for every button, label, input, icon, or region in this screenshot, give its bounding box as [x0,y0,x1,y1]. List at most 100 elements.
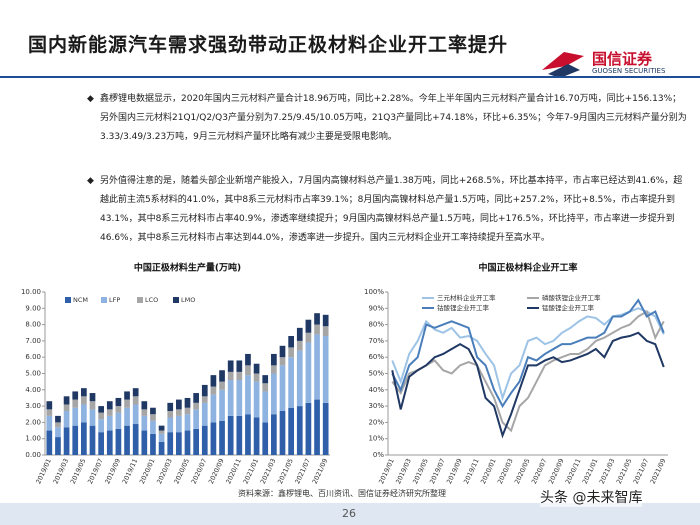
bar-segment [314,313,320,325]
bar-segment [98,432,104,455]
bar-segment [81,422,87,455]
bar-segment [98,412,104,420]
x-tick-label: 2020/11 [224,457,243,485]
bar-segment [46,430,53,455]
bar-segment [262,422,269,455]
bar-segment [253,381,260,418]
bullet-text: 另外值得注意的是，随着头部企业新增产能投入，7月国内高镍材料总产量1.38万吨，… [100,176,683,243]
bar-segment [124,399,130,408]
y-tick-label: 40% [368,386,384,394]
x-tick-label: 2019/07 [86,457,105,485]
bar-segment [245,353,251,366]
x-tick-label: 2020/09 [547,457,566,485]
charts: 中国正极材料生产量(万吨) 0.00 1.00 2.00 3.00 4.00 5.00 6.0… [21,262,668,485]
bar-segment [245,375,251,415]
bar-segment [296,350,303,407]
bar-segment [288,357,294,408]
bar-segment [115,428,122,455]
x-tick-label: 2020/09 [207,457,226,485]
bar-segment [236,360,243,372]
x-tick-label: 2021/01 [242,457,261,485]
bar-segment [279,345,286,358]
bar-segment [46,409,53,416]
logo: 国信证券 GUOSEN SECURITIES [540,48,690,78]
bar-segment [296,327,303,341]
x-tick-label: 2020/05 [172,457,191,485]
bar-segment [176,409,182,416]
bar-segment [158,430,165,434]
bar-segment [55,415,61,423]
y-tick-label: 20% [368,418,384,426]
line-series [391,310,665,433]
bar-segment [219,420,225,455]
bar-segment [262,391,269,423]
x-tick-label: 2019/01 [377,457,396,485]
bar-segment [150,433,156,455]
bar-segment [124,391,130,400]
bar-segment [150,407,156,415]
legend-swatch [101,297,107,303]
bar-segment [63,427,70,455]
bar-segment [106,415,113,431]
bar-segment [210,375,217,387]
bar-segment [132,388,139,397]
bar-segment [176,399,182,410]
bar-segment [236,415,243,455]
bar-segment [106,430,113,455]
x-tick-label: 2020/03 [155,457,174,485]
legend-label: LFP [109,296,120,304]
x-tick-label: 2019/05 [411,457,430,485]
bullet-text: 鑫椤锂电数据显示，2020年国内三元材料产量合计18.96万吨，同比+2.28%… [100,94,687,142]
x-tick-label: 2020/07 [530,457,549,485]
bar-segment [167,410,174,418]
x-tick-label: 2019/05 [69,457,88,485]
chart-title: 中国正极材料生产量(万吨) [134,262,241,274]
bar-segment [271,353,277,366]
bar-segment [150,414,156,421]
bar-segment [167,402,174,411]
bar-segment [305,332,312,343]
legend-label: LCO [145,296,158,304]
legend-label: NCM [73,296,88,304]
legend-label: LMO [181,296,195,304]
footer-bar [0,503,700,525]
y-tick-label: 6.00 [25,353,41,361]
bar-segment [115,412,122,429]
bar-segment [184,407,191,415]
bar-segment [55,427,61,438]
bar-segment [305,342,312,403]
source: 资料来源：鑫椤锂电、百川资讯、国信证券经济研究所整理 [238,489,446,498]
x-tick-label: 2021/09 [311,457,330,485]
bar-segment [176,415,182,433]
y-tick-label: 1.00 [25,435,41,443]
bar-segment [219,389,225,421]
bar-segment [89,393,96,402]
bar-segment [141,415,148,431]
bar-segment [227,380,234,416]
bar-segment [296,340,303,351]
bar-segment [210,422,217,455]
y-tick-label: 7.00 [25,337,41,345]
bar-segment [81,388,87,397]
legend-label: 钴酸锂企业开工率 [437,303,490,312]
legend-label: 磷酸铁锂企业开工率 [542,293,601,302]
bar-segment [150,420,156,434]
bar-segment [141,409,148,416]
x-tick-label: 2021/07 [293,457,312,485]
bar-segment [219,381,225,390]
bar-segment [72,391,79,400]
x-tick-label: 2020/11 [564,457,583,485]
bar-segment [322,314,329,327]
bar-segment [81,404,87,423]
bar-segment [210,394,217,423]
x-tick-label: 2021/05 [276,457,295,485]
bar-segment [288,407,294,455]
bar-segment [210,386,217,395]
bar-segment [89,409,96,426]
x-tick-label: 2021/03 [259,457,278,485]
bar-segment [305,319,312,333]
bar-segment [201,425,208,455]
x-tick-label: 2020/05 [513,457,532,485]
bar-segment [245,414,251,455]
